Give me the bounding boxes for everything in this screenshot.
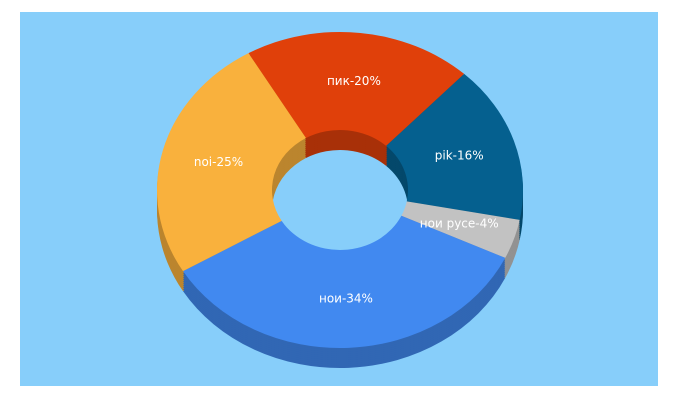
data-label: нои русе-4% bbox=[420, 217, 499, 231]
data-label: pik-16% bbox=[435, 148, 484, 162]
data-label: пик-20% bbox=[327, 74, 381, 88]
data-label: noi-25% bbox=[194, 155, 243, 169]
data-label: нои-34% bbox=[319, 291, 373, 305]
slice bbox=[401, 201, 520, 258]
slice bbox=[386, 73, 523, 220]
slice bbox=[156, 53, 306, 272]
slice bbox=[248, 31, 465, 146]
slice bbox=[182, 215, 506, 348]
